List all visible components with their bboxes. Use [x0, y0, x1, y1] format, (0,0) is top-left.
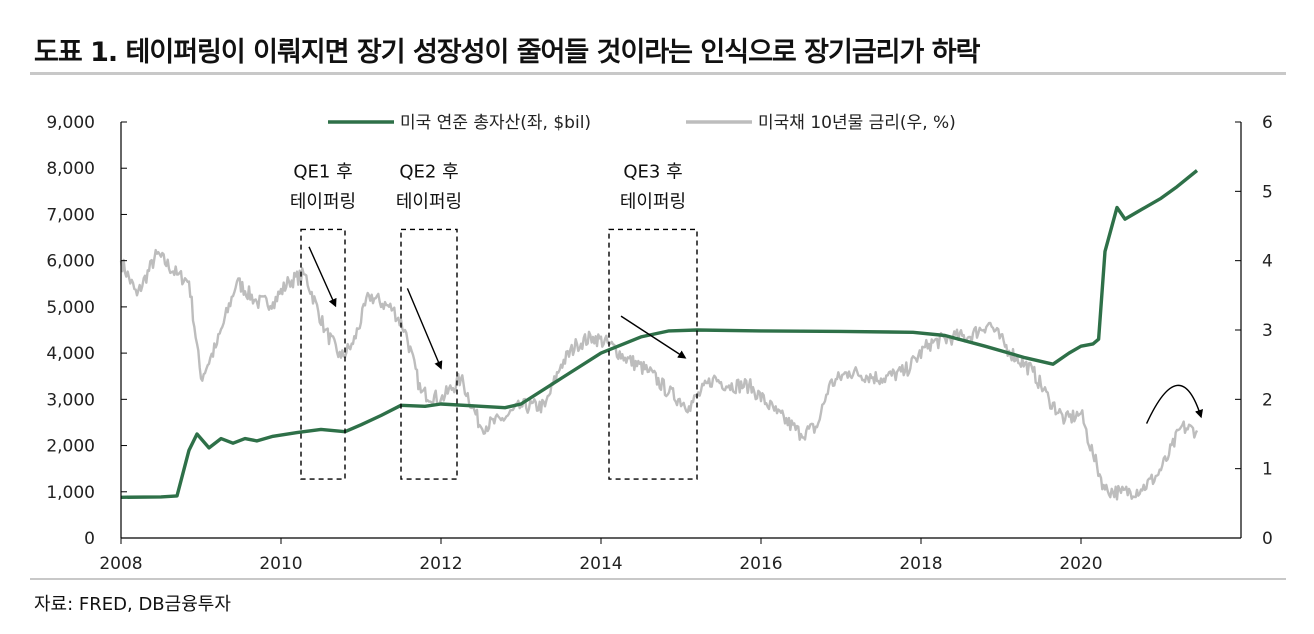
y-left-tick-label: 1,000	[46, 483, 95, 503]
x-tick-label: 2008	[99, 554, 142, 574]
x-tick-label: 2014	[579, 554, 622, 574]
y-left-tick-label: 2,000	[46, 437, 95, 457]
taper-arrow	[406, 288, 443, 370]
x-tick-label: 2020	[1059, 554, 1102, 574]
x-tick-label: 2010	[259, 554, 302, 574]
x-tick-label: 2012	[419, 554, 462, 574]
taper-label-line2: 테이퍼링	[290, 191, 356, 212]
series-line-ust10y	[119, 248, 1199, 501]
legend-label-ust10y: 미국채 10년물 금리(우, %)	[758, 113, 956, 133]
taper-label-line2: 테이퍼링	[396, 191, 462, 212]
taper-period-box	[400, 228, 458, 480]
taper-arrow	[308, 246, 337, 308]
y-right-tick-label: 2	[1262, 390, 1273, 410]
y-right-tick-label: 6	[1262, 113, 1273, 133]
taper-period-box	[608, 228, 698, 480]
y-right-tick-label: 0	[1262, 529, 1273, 549]
source-note: 자료: FRED, DB금융투자	[34, 594, 231, 615]
y-left-tick-label: 8,000	[46, 159, 95, 179]
legend-label-fed-assets: 미국 연준 총자산(좌, $bil)	[400, 113, 591, 133]
x-tick-label: 2016	[739, 554, 782, 574]
series-line-fed-assets	[120, 169, 1199, 499]
curved-trend-arrow	[1145, 384, 1203, 424]
taper-label-line1: QE2 후	[399, 161, 458, 182]
taper-label-line2: 테이퍼링	[620, 191, 686, 212]
y-left-tick-label: 7,000	[46, 205, 95, 225]
y-left-tick-label: 3,000	[46, 390, 95, 410]
taper-period-box	[300, 228, 346, 480]
taper-label-line1: QE3 후	[623, 161, 682, 182]
y-right-tick-label: 5	[1262, 182, 1273, 202]
x-tick-label: 2018	[899, 554, 942, 574]
source-divider	[30, 578, 1286, 580]
taper-arrow	[620, 315, 687, 359]
page-title: 도표 1. 테이퍼링이 이뤄지면 장기 성장성이 줄어들 것이라는 인식으로 장…	[34, 37, 980, 68]
y-left-tick-label: 5,000	[46, 298, 95, 318]
y-right-tick-label: 3	[1262, 321, 1273, 341]
y-left-tick-label: 4,000	[46, 344, 95, 364]
y-right-tick-label: 4	[1262, 252, 1273, 272]
taper-label-line1: QE1 후	[293, 161, 352, 182]
y-left-tick-label: 0	[84, 529, 95, 549]
y-right-tick-label: 1	[1262, 460, 1273, 480]
y-left-tick-label: 9,000	[46, 113, 95, 133]
y-left-tick-label: 6,000	[46, 252, 95, 272]
title-divider	[30, 72, 1286, 75]
